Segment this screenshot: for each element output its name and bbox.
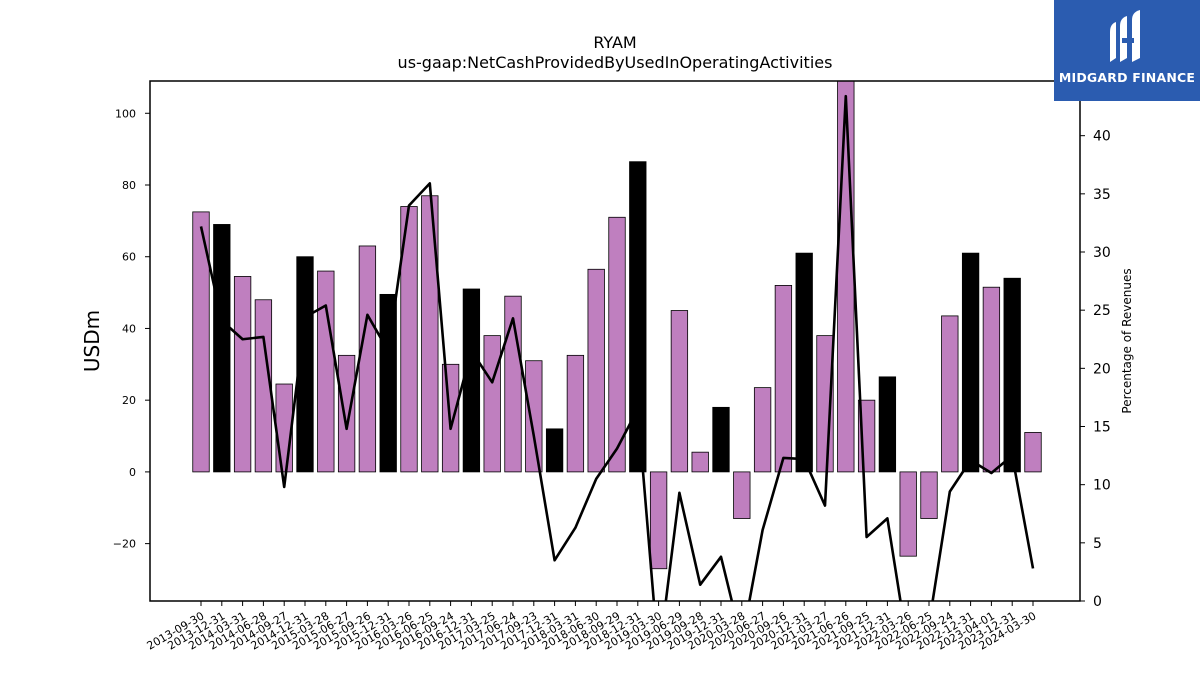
bar-2018-09-29 [608, 216, 626, 473]
right-tick-label: 0 [1093, 594, 1102, 610]
right-y-axis: 0 5 10 15 20 25 30 35 40 [1080, 129, 1111, 610]
bar-2019-06-29 [670, 310, 689, 473]
bar-2022-12-31 [961, 252, 980, 473]
line-layer [199, 94, 1035, 601]
right-tick-label: 10 [1093, 478, 1111, 494]
left-tick-label: 60 [122, 251, 136, 264]
bar-2024-03-30 [1024, 432, 1042, 473]
bar-2014-12-31 [296, 256, 314, 473]
bar-2021-06-26 [837, 81, 855, 473]
left-tick-label: −20 [113, 538, 136, 551]
bar-2018-12-31 [629, 161, 647, 473]
left-tick-label: 40 [122, 322, 136, 335]
bar-2017-09-23 [525, 360, 543, 473]
midgard-finance-logo-mark-icon [1110, 10, 1140, 62]
bar-2020-06-27 [753, 387, 772, 473]
left-tick-label: 80 [122, 179, 136, 192]
chart-title: RYAM [593, 33, 636, 52]
bar-2017-12-31 [545, 428, 564, 473]
bar-2019-09-28 [691, 451, 709, 473]
percentage-of-revenues-line [199, 94, 1035, 601]
bar-2020-09-26 [774, 285, 793, 473]
right-tick-label: 20 [1093, 361, 1111, 377]
y-axis-label-right: Percentage of Revenues [1120, 268, 1134, 413]
bar-2014-09-27 [275, 383, 293, 473]
bar-2013-12-31 [213, 224, 231, 473]
bars-layer [192, 81, 1042, 570]
left-tick-label: 0 [129, 466, 136, 479]
bar-2022-03-26 [899, 471, 917, 557]
bar-2023-12-31 [1003, 277, 1021, 473]
bar-2019-12-31 [712, 406, 730, 473]
bar-2015-06-27 [337, 354, 356, 473]
bar-2014-03-31 [233, 276, 252, 473]
x-axis: 2013-09-302013-12-312014-03-312014-06-28… [145, 601, 1039, 653]
bar-2016-12-31 [462, 288, 481, 473]
left-y-axis: −20 0 20 40 60 80 100 [113, 107, 150, 551]
bar-2015-12-31 [379, 293, 397, 473]
bar-2022-09-24 [941, 315, 959, 473]
bar-2021-12-31 [878, 376, 897, 473]
bar-2018-03-31 [566, 354, 585, 473]
chart-subtitle: us-gaap:NetCashProvidedByUsedInOperating… [398, 53, 833, 72]
bar-2017-03-25 [483, 335, 501, 473]
bar-2020-03-28 [733, 471, 751, 519]
bar-2015-09-26 [358, 245, 377, 473]
right-tick-label: 5 [1093, 536, 1102, 552]
left-tick-label: 100 [115, 107, 136, 120]
logo: MIDGARD FINANCE [1054, 0, 1200, 101]
bar-2020-12-31 [795, 252, 813, 473]
right-tick-label: 40 [1093, 129, 1111, 145]
bar-2015-03-28 [317, 270, 335, 473]
bar-2023-04-01 [982, 286, 1001, 473]
bar-2018-06-30 [587, 268, 605, 473]
bar-2014-06-28 [254, 299, 273, 473]
y-axis-label-left: USDm [80, 310, 104, 372]
plot-frame [149, 80, 1081, 602]
logo-text: MIDGARD FINANCE [1058, 70, 1196, 85]
bar-2022-06-25 [920, 471, 938, 519]
right-tick-label: 30 [1093, 245, 1111, 261]
right-tick-label: 25 [1093, 303, 1111, 319]
left-tick-label: 20 [122, 394, 136, 407]
right-tick-label: 35 [1093, 187, 1111, 203]
bar-2019-03-30 [649, 471, 668, 570]
bar-2013-09-30 [192, 211, 210, 473]
right-tick-label: 15 [1093, 420, 1111, 436]
